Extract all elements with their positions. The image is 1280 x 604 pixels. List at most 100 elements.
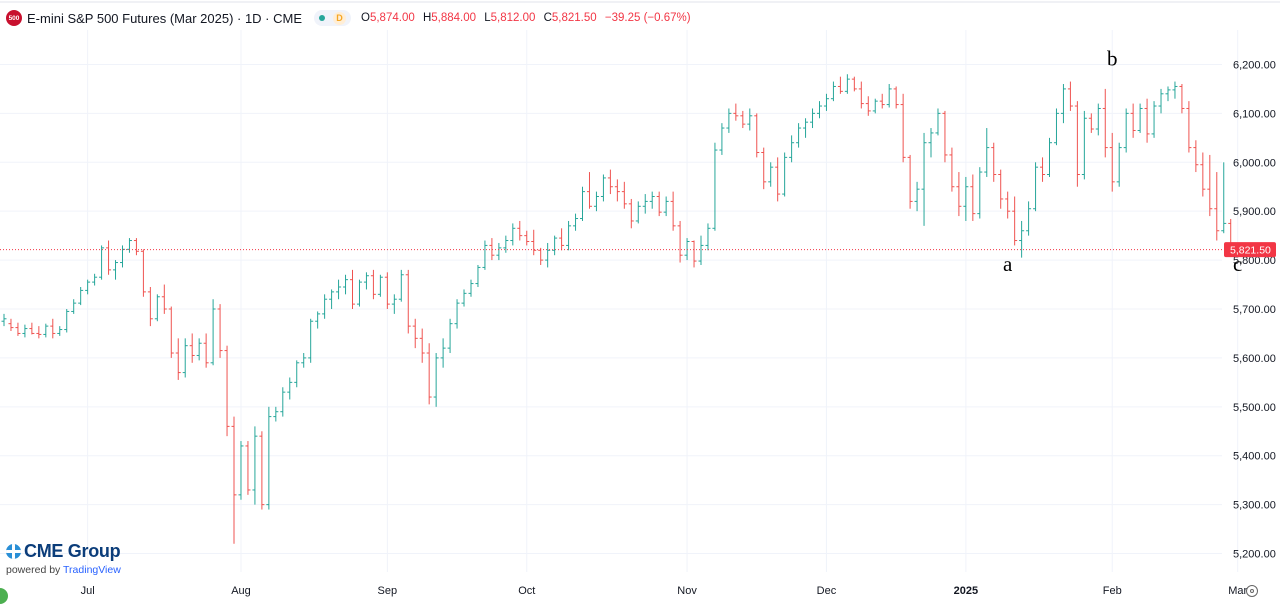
ohlc-bar	[1137, 103, 1143, 133]
x-tick-label: 2025	[954, 585, 978, 597]
ohlc-bar	[315, 311, 321, 329]
x-tick-label: Feb	[1103, 585, 1122, 597]
ohlc-bar	[350, 269, 355, 309]
ohlc-bar	[768, 162, 774, 187]
ohlc-bar	[942, 110, 948, 163]
ohlc-bar	[461, 289, 467, 307]
ohlc-bar	[259, 431, 265, 510]
tradingview-link[interactable]: TradingView	[63, 564, 121, 576]
ohlc-bar	[57, 326, 63, 336]
ohlc-bar	[893, 86, 899, 109]
cme-group-logo[interactable]: CME Group powered by TradingView	[6, 541, 121, 576]
ohlc-bar	[935, 108, 941, 136]
ohlc-bar	[426, 343, 432, 405]
ohlc-bar	[336, 279, 342, 300]
ohlc-bar	[621, 181, 627, 209]
ohlc-bar	[280, 387, 286, 417]
ohlc-bar	[761, 147, 767, 190]
ohlc-bar	[1012, 196, 1018, 246]
ohlc-bar	[447, 318, 453, 354]
symbol-title[interactable]: E-mini S&P 500 Futures (Mar 2025) · 1D ·…	[27, 10, 303, 26]
ohlc-bar	[656, 191, 662, 217]
x-tick-label: Nov	[677, 585, 697, 597]
ohlc-bar	[1102, 88, 1108, 158]
ohlc-bar	[64, 309, 70, 333]
ohlc-bar	[872, 98, 878, 114]
y-tick-label: 6,000.00	[1233, 157, 1276, 169]
ohlc-bar	[189, 333, 195, 363]
ohlc-bar	[593, 191, 599, 212]
ohlc-bar	[810, 108, 816, 129]
ohlc-bar	[991, 142, 997, 182]
ohlc-bar	[329, 289, 335, 309]
ohlc-bar	[1081, 110, 1087, 180]
ohlc-bar	[1040, 157, 1046, 182]
ohlc-bar	[1207, 154, 1213, 217]
last-price-label: 5,821.50	[1230, 245, 1271, 257]
ohlc-bar	[1053, 108, 1059, 146]
ohlc-bar	[921, 132, 927, 226]
ohlc-bar	[963, 176, 969, 221]
price-axis: 5,200.00 5,300.00 5,400.00 5,500.00 5,600.00…	[1233, 59, 1276, 560]
ohlc-bar	[830, 81, 836, 102]
ohlc-bar	[517, 220, 523, 241]
ohlc-bars	[1, 74, 1234, 544]
powered-by: powered by TradingView	[6, 564, 121, 576]
ohlc-bar	[719, 123, 725, 155]
ohlc-bar	[475, 264, 481, 287]
ohlc-bar	[412, 318, 418, 349]
ohlc-bar	[273, 406, 279, 422]
ohlc-bar	[29, 322, 35, 335]
ohlc-bar	[663, 196, 669, 217]
ohlc-bar	[454, 299, 460, 329]
wave-label-a: a	[1003, 252, 1013, 276]
ohlc-bar	[1005, 191, 1011, 219]
x-tick-label: Sep	[378, 585, 398, 597]
ohlc-bar	[670, 191, 676, 231]
ohlc-bar	[747, 108, 753, 131]
last-price-badge	[1224, 242, 1276, 258]
ohlc-bar	[196, 338, 202, 361]
y-tick-label: 5,600.00	[1233, 353, 1276, 365]
ohlc-bar	[782, 152, 788, 197]
y-tick-label: 5,400.00	[1233, 451, 1276, 463]
ohlc-bar	[984, 128, 990, 177]
ohlc-bar	[287, 377, 293, 400]
ohlc-bar	[642, 194, 648, 214]
ohlc-bar	[301, 353, 307, 368]
ohlc-bar	[405, 269, 411, 334]
ohlc-bar	[580, 186, 586, 221]
ohlc-bar	[126, 238, 132, 253]
status-indicators[interactable]: D	[314, 10, 352, 26]
ohlc-bar	[1193, 140, 1199, 173]
y-tick-label: 5,900.00	[1233, 206, 1276, 218]
ohlc-bar	[245, 441, 251, 495]
ohlc-bar	[691, 240, 697, 268]
ohlc-bar	[1026, 201, 1032, 236]
ohlc-bar	[391, 294, 397, 314]
ohlc-bar	[712, 142, 718, 231]
ohlc-bar	[113, 260, 119, 280]
ohlc-bar	[377, 274, 383, 297]
time-axis: Jul Aug Sep Oct Nov Dec 2025 Feb Mar	[81, 585, 1248, 597]
ohlc-bar	[837, 76, 843, 94]
ohlc-bar	[879, 93, 885, 109]
ohlc-bar	[1019, 220, 1025, 258]
y-tick-label: 6,100.00	[1233, 108, 1276, 120]
y-tick-label: 5,200.00	[1233, 549, 1276, 561]
ohlc-bar	[600, 174, 606, 202]
ohlc-bar	[635, 201, 641, 224]
gear-icon[interactable]	[1246, 585, 1258, 597]
ohlc-bar	[1047, 137, 1052, 177]
ohlc-bar	[489, 238, 495, 261]
data-delayed-icon: D	[333, 11, 347, 25]
ohlc-bar	[161, 284, 167, 314]
cme-logo-icon[interactable]: 500	[6, 10, 22, 26]
ohlc-bar	[1158, 88, 1164, 114]
ohlc-bar	[677, 220, 683, 263]
ohlc-bar	[503, 235, 509, 253]
ohlc-bar	[398, 269, 404, 302]
ohlc-bar	[92, 273, 98, 286]
ohlc-bar	[99, 245, 105, 280]
